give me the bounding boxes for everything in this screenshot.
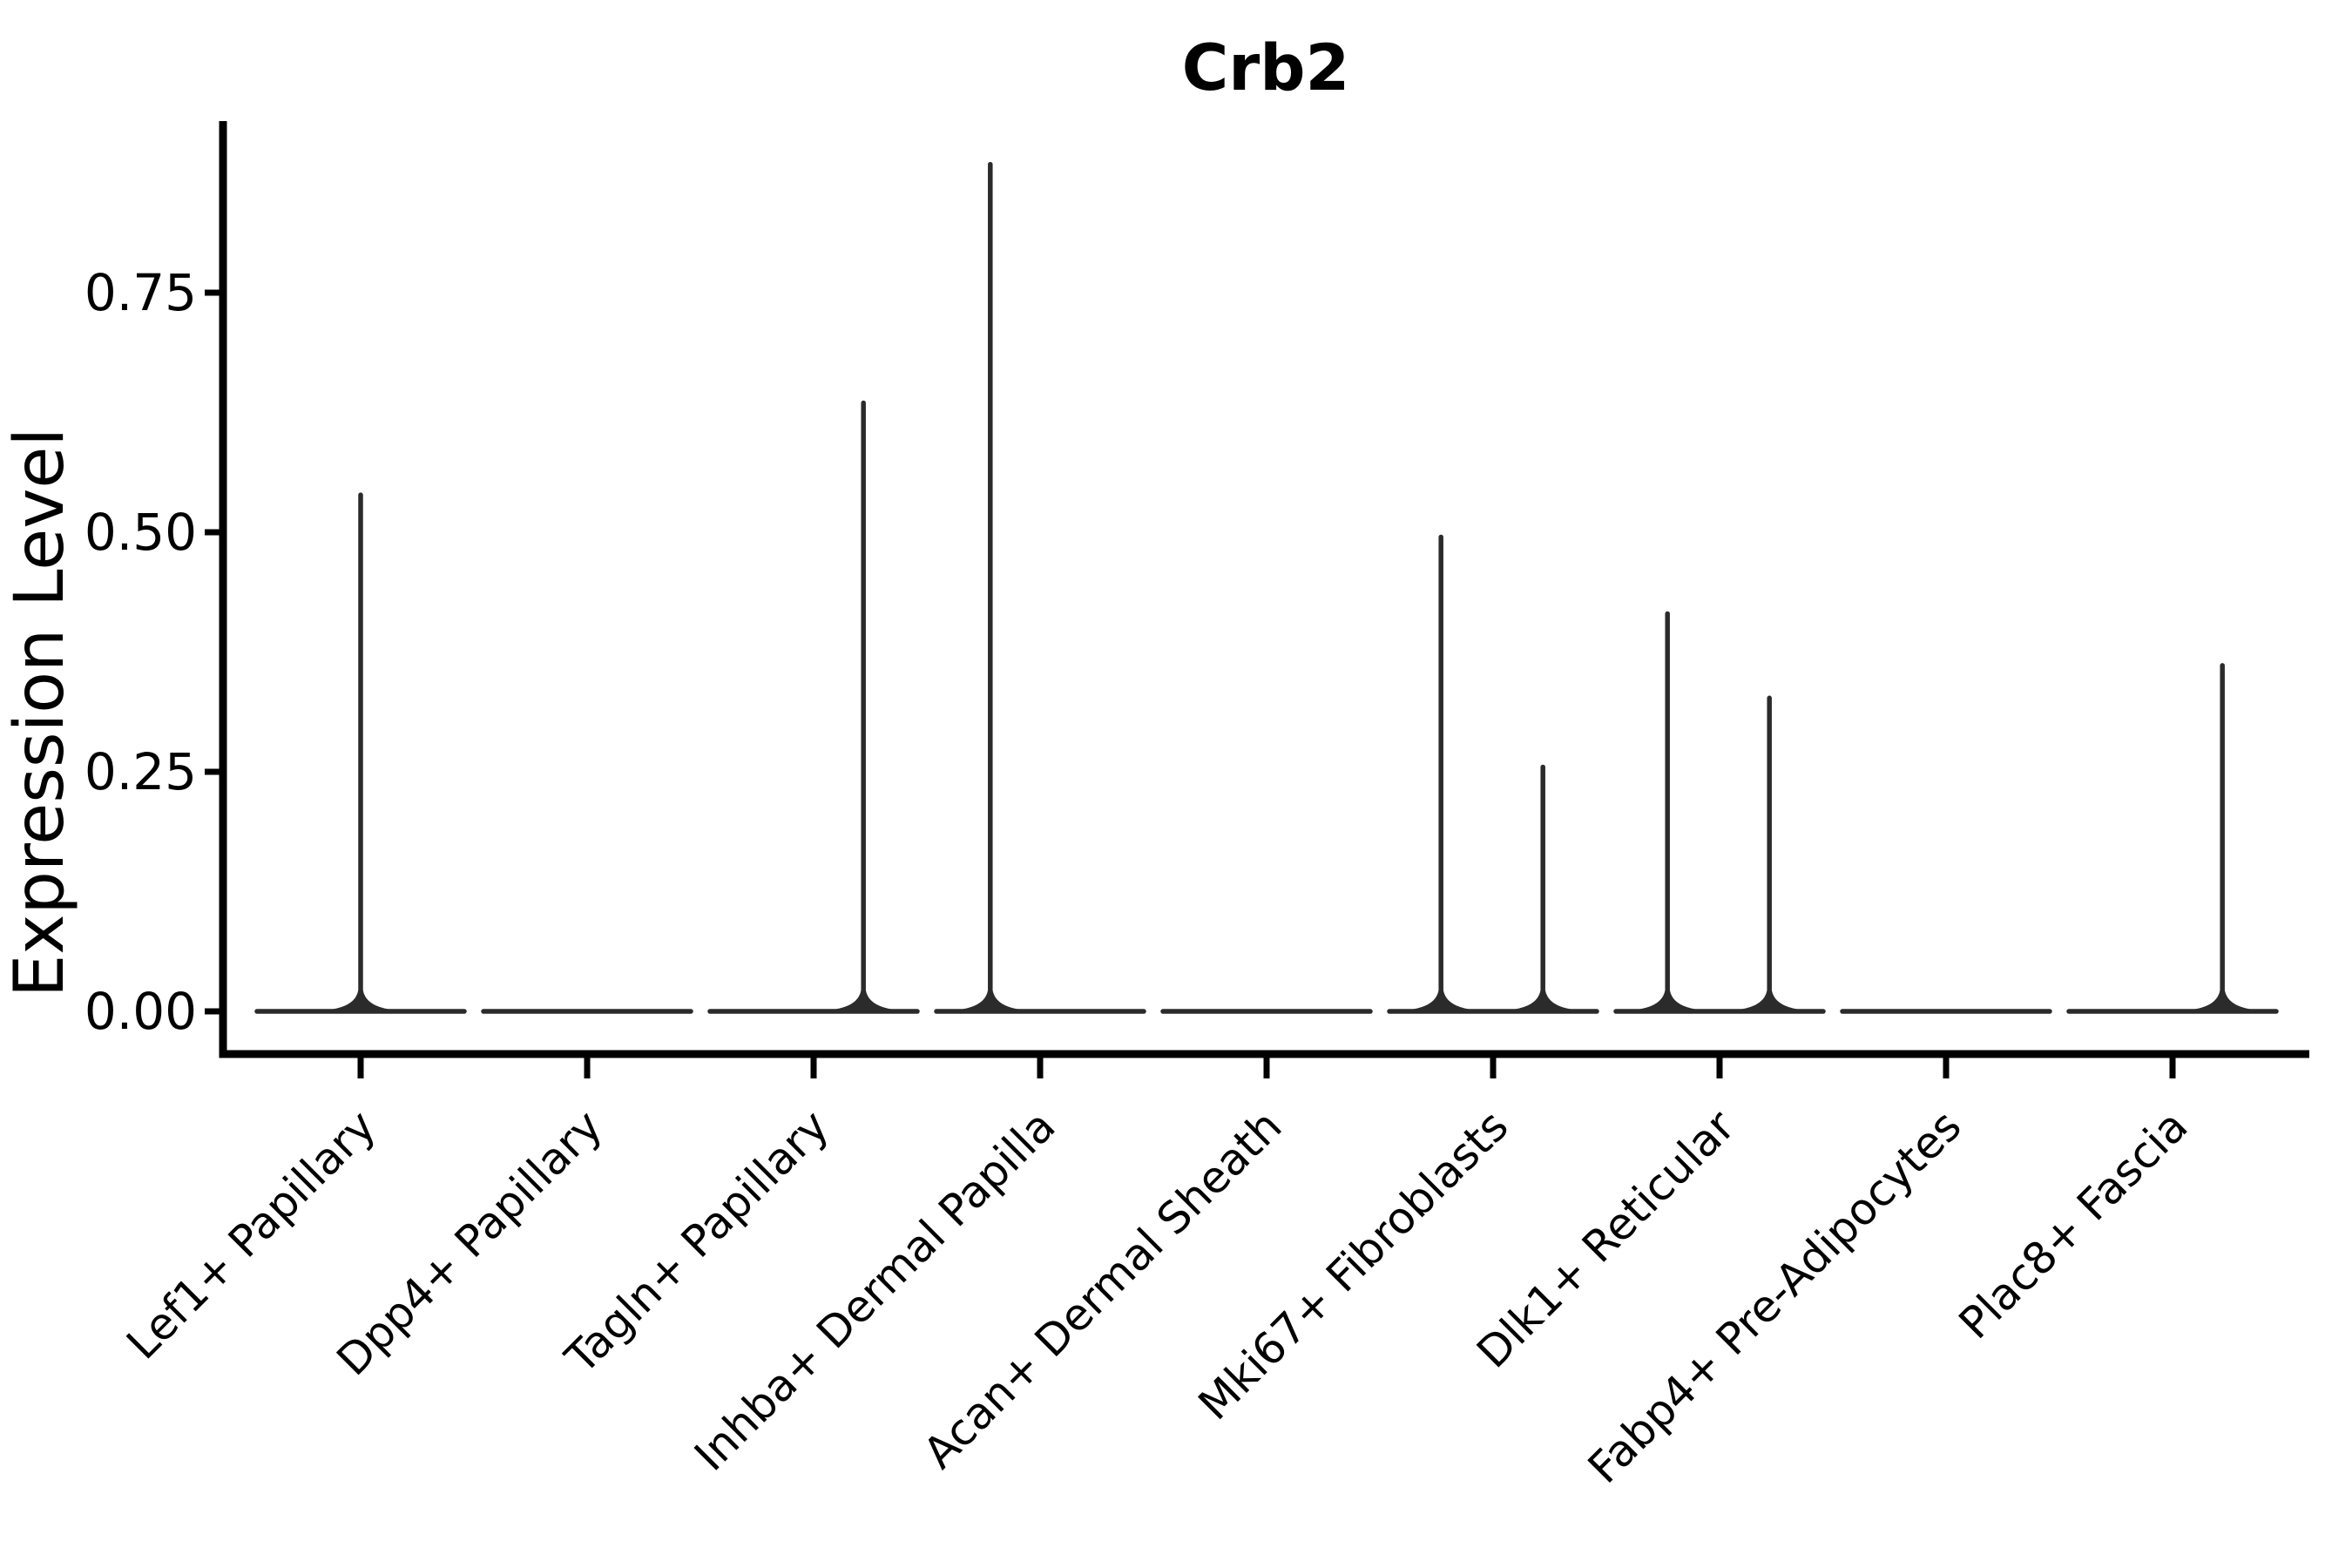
violin-9 [2066,663,2279,1014]
violin-7 [1613,611,1826,1014]
y-tick-label: 0.50 [84,503,197,562]
violin-1 [254,492,467,1014]
y-axis-label: Expression Level [1,428,79,997]
y-tick-label: 0.75 [84,263,197,322]
x-tick-label: Lef1+ Papillary [117,1100,385,1369]
x-tick-label: Inhba+ Dermal Papilla [685,1100,1064,1480]
y-tick-label: 0.00 [84,982,197,1041]
violin-spike-flare [2194,990,2251,1010]
violin-spike-flare [835,990,892,1010]
plot-title: Crb2 [1182,31,1350,105]
y-tick-label: 0.25 [84,742,197,801]
violin-spike-flare [1741,990,1798,1010]
violins-layer [254,161,2279,1014]
violin-spike-flare [1413,990,1470,1010]
violin-6 [1387,534,1599,1014]
violin-spike-flare [962,990,1018,1010]
y-tick-layer: 0.00 0.25 0.50 0.75 [84,263,220,1041]
violin-3 [707,400,920,1014]
x-tick-label: Acan+ Dermal Sheath [914,1100,1292,1478]
violin-spike-flare [1639,990,1696,1010]
violin-spike-flare [333,990,389,1010]
violin-spike-flare [1515,990,1571,1010]
x-tick-label: Plac8+ Fascia [1950,1100,2198,1348]
axes-layer [219,121,2309,1058]
x-tick-label: Fabp4+ Pre-Adipocytes [1578,1100,1971,1493]
violin-4 [934,161,1146,1014]
